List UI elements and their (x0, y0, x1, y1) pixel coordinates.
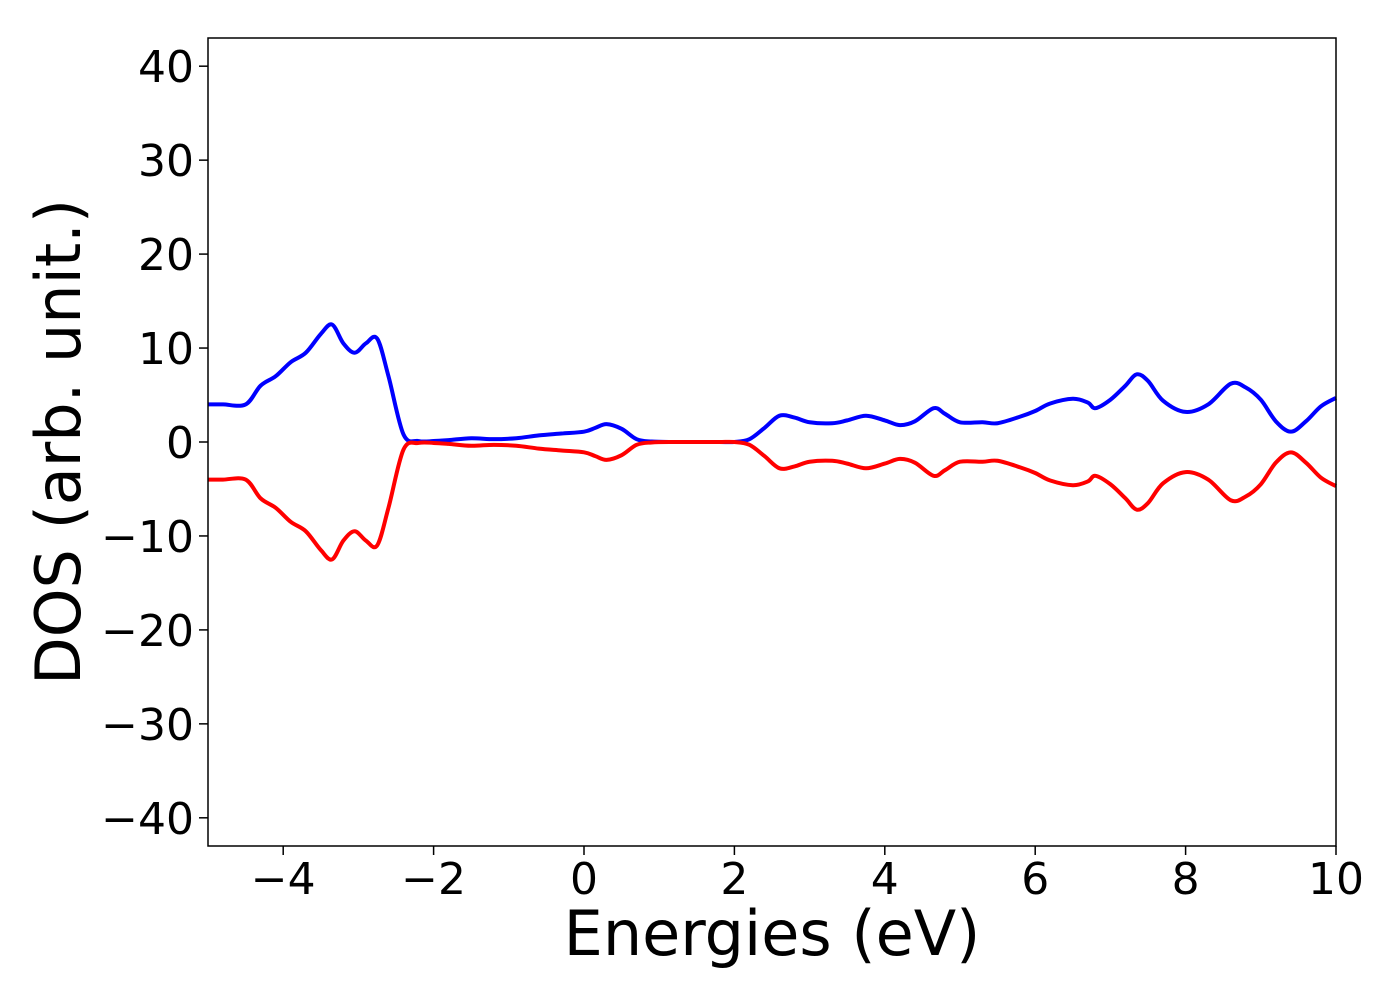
series-layer (207, 322, 1337, 562)
plot-frame (207, 37, 1337, 847)
y-tick-label: 30 (138, 136, 194, 187)
y-tick-label: 40 (138, 42, 194, 93)
x-tick-label: 6 (1021, 854, 1049, 905)
dos-series-line-blue (208, 322, 1337, 445)
y-axis-label: DOS (arb. unit.) (22, 199, 95, 685)
x-tick-label: −2 (401, 854, 466, 905)
y-tick-label: 10 (138, 324, 194, 375)
x-tick-label: 0 (570, 854, 598, 905)
y-tick-label: 0 (166, 418, 194, 469)
y-tick-label: 20 (138, 230, 194, 281)
x-tick-label: −4 (251, 854, 316, 905)
y-tick-label: −30 (101, 700, 194, 751)
x-axis-label: Energies (eV) (564, 897, 981, 970)
y-tick-label: −40 (101, 794, 194, 845)
x-tick-label: 4 (871, 854, 899, 905)
x-tick-label: 2 (720, 854, 748, 905)
dos-series-line-red (207, 439, 1337, 562)
x-tick-label: 10 (1308, 854, 1364, 905)
y-tick-label: −20 (101, 606, 194, 657)
y-tick-label: −10 (101, 512, 194, 563)
x-tick-label: 8 (1172, 854, 1200, 905)
